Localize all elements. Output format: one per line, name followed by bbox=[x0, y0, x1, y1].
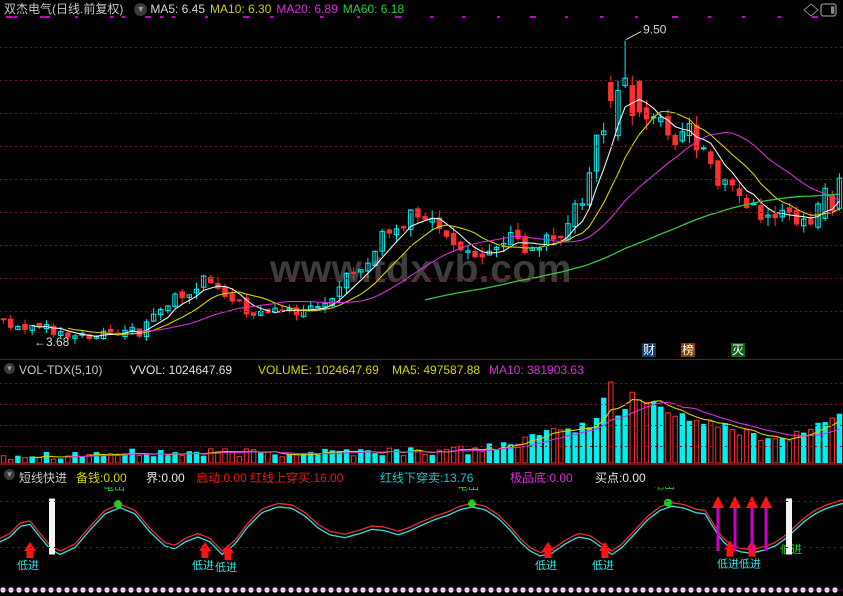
svg-text:低进: 低进 bbox=[215, 561, 237, 574]
svg-text:龟山: 龟山 bbox=[457, 487, 479, 492]
svg-text:低进: 低进 bbox=[739, 558, 761, 571]
svg-text:龟山: 龟山 bbox=[103, 487, 125, 493]
svg-text:低进: 低进 bbox=[717, 558, 739, 571]
svg-text:9.50: 9.50 bbox=[643, 23, 667, 37]
svg-text:低进: 低进 bbox=[192, 559, 214, 572]
svg-text:低进: 低进 bbox=[535, 559, 557, 572]
svg-text:低进: 低进 bbox=[17, 559, 39, 572]
svg-text:龟山: 龟山 bbox=[653, 487, 675, 492]
svg-text:低进: 低进 bbox=[592, 559, 614, 572]
